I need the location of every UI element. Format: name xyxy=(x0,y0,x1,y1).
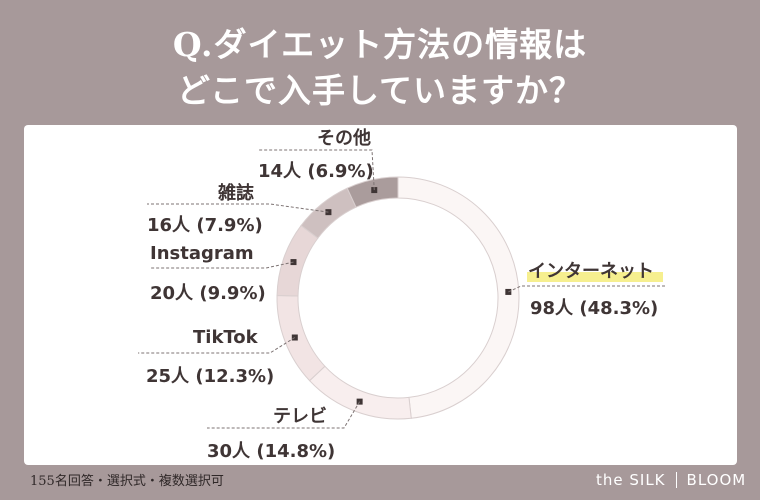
brand-left: the SILK xyxy=(596,471,666,489)
label-magazine-percent: (7.9%) xyxy=(196,215,263,236)
label-other-name: その他 xyxy=(317,128,371,149)
label-tiktok-name: TikTok xyxy=(193,327,258,348)
leader-line-magazine xyxy=(147,203,329,213)
leader-line-instagram xyxy=(150,261,294,269)
donut-slice-instagram xyxy=(276,224,319,297)
label-magazine-value: 16人 (7.9%) xyxy=(147,211,263,237)
chart-title-line-2: どこで入手していますか？ xyxy=(176,71,584,110)
label-instagram-count: 20人 xyxy=(150,283,194,304)
leader-line-tiktok xyxy=(138,337,296,354)
donut-slice-tiktok xyxy=(276,295,326,382)
label-other-count: 14人 xyxy=(258,161,302,182)
brand-divider xyxy=(675,472,677,488)
label-internet-percent: (48.3%) xyxy=(579,298,659,319)
donut-slice-internet xyxy=(397,176,520,419)
label-tiktok-count: 25人 xyxy=(146,366,190,387)
label-internet-count: 98人 xyxy=(530,298,574,319)
label-instagram-name: Instagram xyxy=(150,243,254,264)
leader-line-tv xyxy=(207,401,361,429)
leader-line-internet xyxy=(508,285,665,293)
brand-logo: the SILK BLOOM xyxy=(596,471,746,489)
label-instagram-percent: (9.9%) xyxy=(199,283,266,304)
label-internet-name: インターネット xyxy=(528,261,654,282)
label-tiktok-value: 25人 (12.3%) xyxy=(146,362,274,388)
label-magazine-name: 雑誌 xyxy=(218,183,254,204)
label-magazine-count: 16人 xyxy=(147,215,191,236)
highlight-marker xyxy=(527,272,663,282)
label-tiktok-percent: (12.3%) xyxy=(195,366,275,387)
label-internet-value: 98人 (48.3%) xyxy=(530,294,658,320)
label-tv-value: 30人 (14.8%) xyxy=(207,437,335,463)
label-tv-percent: (14.8%) xyxy=(256,441,336,462)
response-note: 155名回答・選択式・複数選択可 xyxy=(30,474,224,489)
chart-title-line-1: Q.ダイエット方法の情報は xyxy=(172,25,588,64)
brand-right: BLOOM xyxy=(686,471,747,489)
label-instagram-value: 20人 (9.9%) xyxy=(150,279,266,305)
label-other-value: 14人 (6.9%) xyxy=(258,157,374,183)
leader-line-other xyxy=(258,149,375,191)
label-other-percent: (6.9%) xyxy=(307,161,374,182)
label-tv-name: テレビ xyxy=(273,406,327,427)
label-tv-count: 30人 xyxy=(207,441,251,462)
